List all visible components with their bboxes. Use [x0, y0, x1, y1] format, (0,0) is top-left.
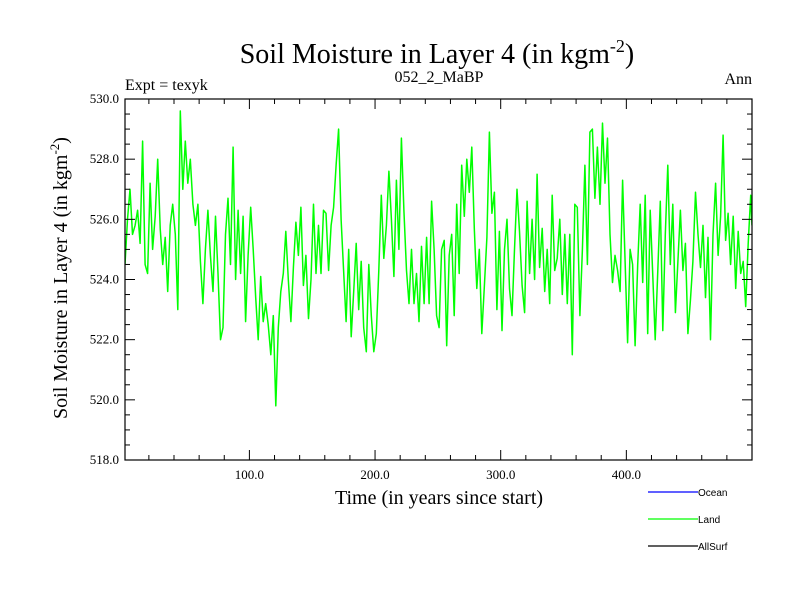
subtitle-season: Ann — [724, 71, 752, 88]
chart-title-superscript: -2 — [610, 36, 625, 56]
plot-frame — [124, 98, 753, 461]
x-tick-label: 200.0 — [360, 467, 389, 482]
chart-title: Soil Moisture in Layer 4 (in kgm-2) — [240, 36, 635, 70]
subtitle-experiment: Expt = texyk — [125, 77, 208, 94]
y-axis-label-close: ) — [50, 137, 72, 144]
y-tick-label: 528.0 — [90, 151, 119, 166]
legend-ocean-label: Ocean — [698, 488, 727, 499]
y-tick-label: 524.0 — [90, 272, 119, 287]
x-axis-label: Time (in years since start) — [335, 487, 543, 509]
y-axis-label: Soil Moisture in Layer 4 (in kgm-2) — [47, 137, 72, 419]
y-axis-label-superscript: -2 — [47, 144, 62, 155]
y-tick-label: 522.0 — [90, 332, 119, 347]
x-tick-label: 400.0 — [612, 467, 641, 482]
legend-allsurf-label: AllSurf — [698, 542, 728, 553]
legend-land-label: Land — [698, 515, 720, 526]
chart-title-close: ) — [625, 39, 634, 70]
y-tick-label: 530.0 — [90, 91, 119, 106]
legend: Ocean Land AllSurf — [648, 488, 728, 553]
series-land-line — [125, 110, 752, 407]
x-tick-label: 300.0 — [486, 467, 515, 482]
x-tick-label: 100.0 — [235, 467, 264, 482]
y-tick-label: 520.0 — [90, 392, 119, 407]
y-tick-label: 518.0 — [90, 452, 119, 467]
subtitle-case: 052_2_MaBP — [395, 69, 484, 86]
y-tick-label: 526.0 — [90, 211, 119, 226]
